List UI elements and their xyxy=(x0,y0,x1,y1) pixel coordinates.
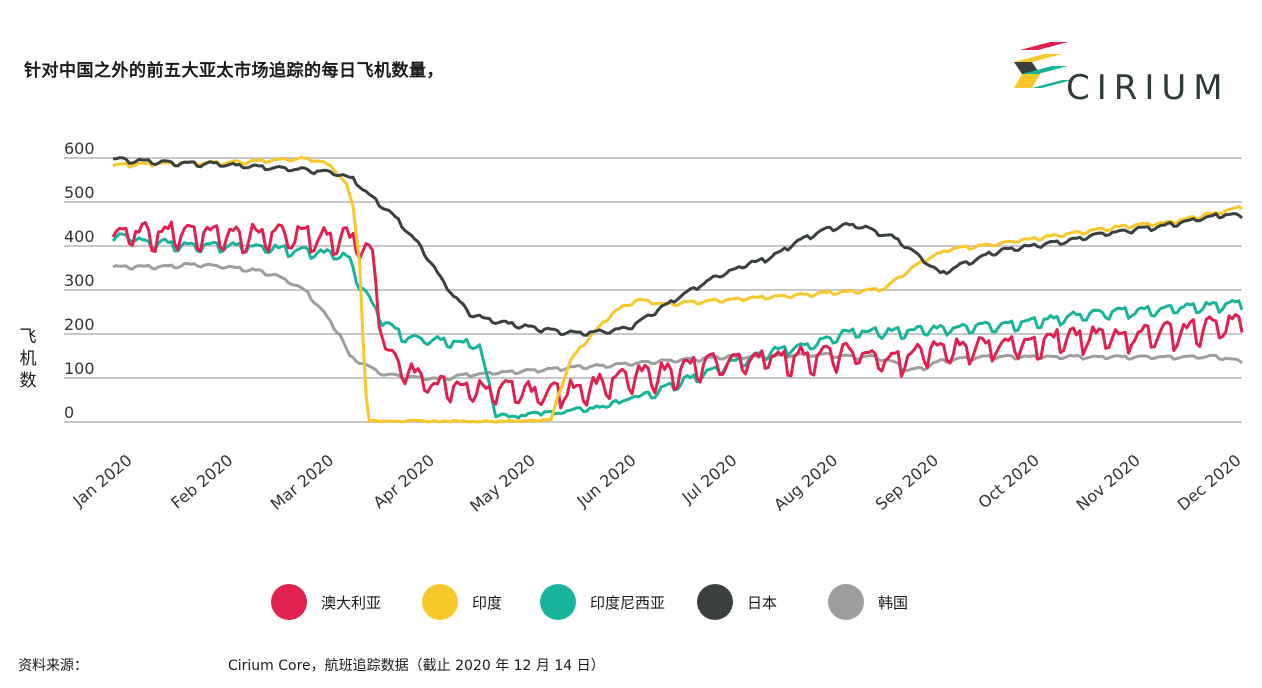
y-tick-label: 0 xyxy=(64,403,74,422)
y-tick-label: 600 xyxy=(64,139,95,158)
y-tick-label: 200 xyxy=(64,315,95,334)
series-line-1 xyxy=(112,156,1243,424)
legend-label-indonesia: 印度尼西亚 xyxy=(590,593,666,612)
y-tick-label: 100 xyxy=(64,359,95,378)
legend-swatch-korea xyxy=(828,584,864,620)
y-axis-label: 飞机数 xyxy=(19,327,37,391)
x-tick-label: Jun 2020 xyxy=(572,451,639,512)
x-axis-ticks: Jan 2020 Feb 2020 Mar 2020 Apr 2020 May 2020… xyxy=(69,451,1245,516)
source-text: Cirium Core，航班追踪数据（截止 2020 年 12 月 14 日） xyxy=(228,658,605,674)
legend-item-australia: 澳大利亚 xyxy=(271,584,381,620)
legend-item-korea: 韩国 xyxy=(828,584,908,620)
x-tick-label: Mar 2020 xyxy=(267,451,337,514)
y-tick-label: 400 xyxy=(64,227,95,246)
y-axis-ticks: 0 100 200 300 400 500 600 xyxy=(64,139,95,422)
x-tick-label: Oct 2020 xyxy=(974,451,1042,513)
legend-item-indonesia: 印度尼西亚 xyxy=(540,584,665,620)
chart-grid xyxy=(64,157,1242,423)
legend-item-japan: 日本 xyxy=(697,584,777,620)
x-tick-label: Aug 2020 xyxy=(770,451,841,515)
x-tick-label: Feb 2020 xyxy=(167,451,236,513)
chart-series xyxy=(111,156,1244,424)
line-chart: 0 100 200 300 400 500 600 Jan 2020 Feb 2020 Mar … xyxy=(64,139,1245,516)
chart-title: 针对中国之外的前五大亚太市场追踪的每日飞机数量， xyxy=(24,61,444,81)
y-tick-label: 300 xyxy=(64,271,95,290)
x-tick-label: Jan 2020 xyxy=(69,451,136,511)
series-line-2 xyxy=(111,232,1244,420)
x-tick-label: Apr 2020 xyxy=(370,451,439,513)
x-tick-label: Jul 2020 xyxy=(678,451,741,508)
series-line-4 xyxy=(112,261,1243,382)
y-tick-label: 500 xyxy=(64,183,95,202)
x-tick-label: Nov 2020 xyxy=(1073,451,1144,515)
legend-swatch-india xyxy=(422,584,458,620)
series-line-0 xyxy=(111,220,1244,410)
legend-label-korea: 韩国 xyxy=(878,593,909,612)
legend-label-india: 印度 xyxy=(472,593,503,612)
x-tick-label: Sep 2020 xyxy=(872,451,942,514)
cirium-logo-text: CIRIUM xyxy=(1066,68,1230,108)
cirium-logo-icon xyxy=(1014,42,1072,88)
x-tick-label: May 2020 xyxy=(466,451,539,516)
legend-swatch-japan xyxy=(697,584,733,620)
legend-swatch-australia xyxy=(271,584,307,620)
legend-label-japan: 日本 xyxy=(747,593,778,612)
legend-swatch-indonesia xyxy=(540,584,576,620)
series-line-3 xyxy=(113,156,1243,337)
x-tick-label: Dec 2020 xyxy=(1174,451,1245,515)
legend-item-india: 印度 xyxy=(422,584,502,620)
legend-label-australia: 澳大利亚 xyxy=(321,593,382,612)
source-label: 资料来源： xyxy=(18,658,88,674)
